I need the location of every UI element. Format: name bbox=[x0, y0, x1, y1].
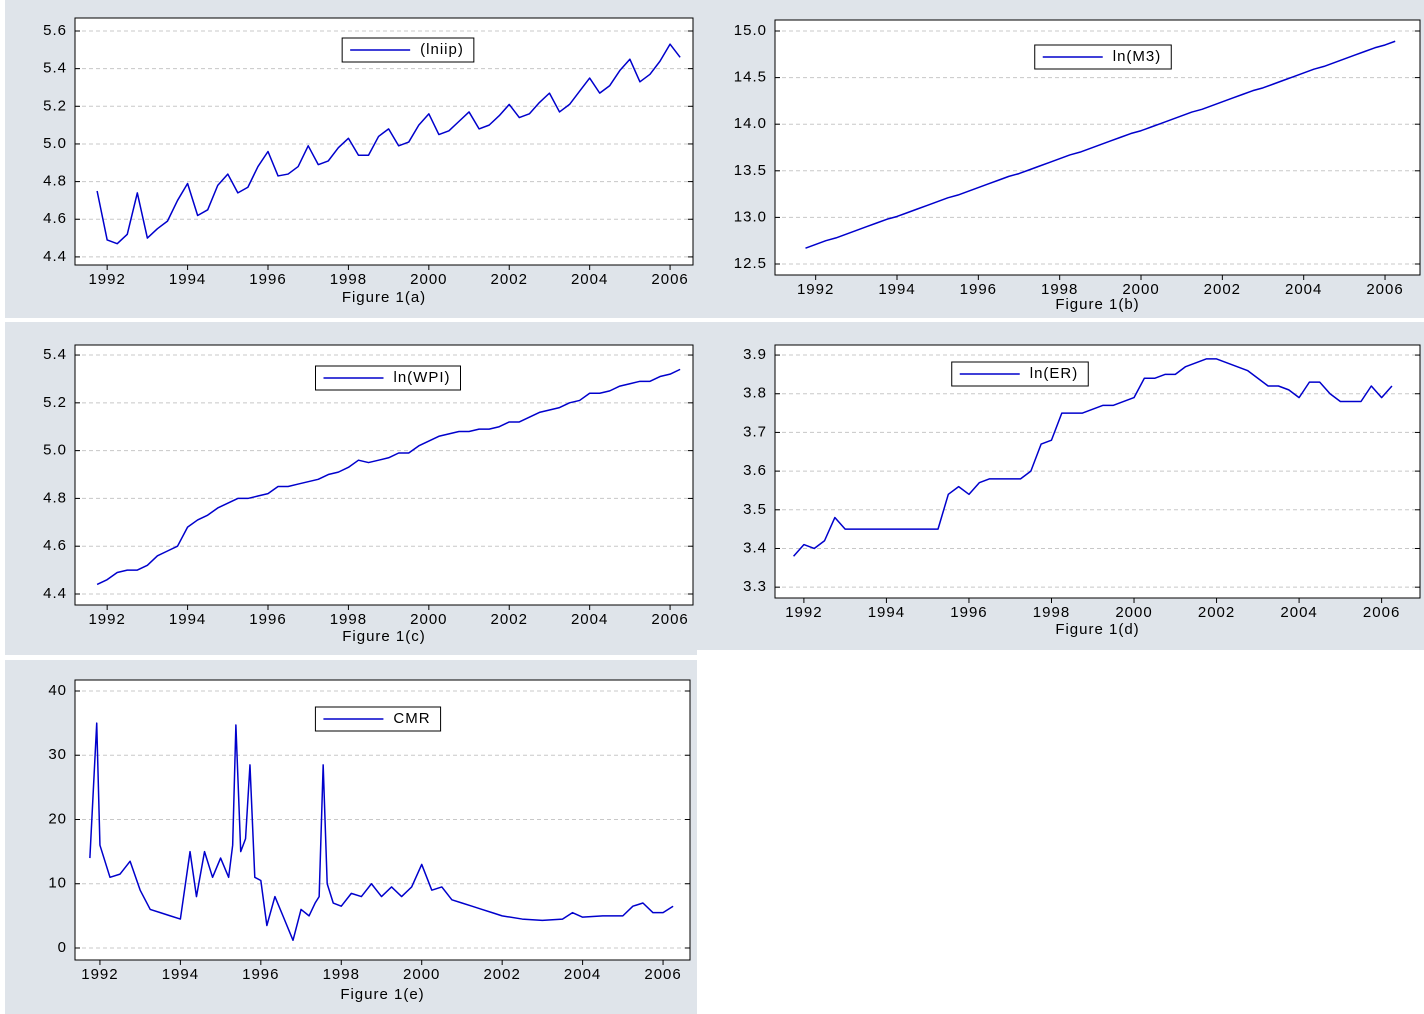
x-tick-label: 2006 bbox=[1363, 604, 1400, 621]
x-tick-label: 1998 bbox=[330, 271, 367, 288]
y-tick-label: 3.8 bbox=[743, 385, 767, 402]
y-tick-label: 3.7 bbox=[743, 423, 767, 440]
legend-label: ln(M3) bbox=[1113, 48, 1162, 65]
x-tick-label: 1992 bbox=[81, 966, 118, 983]
x-tick-label: 1996 bbox=[249, 611, 286, 628]
x-tick-label: 1994 bbox=[169, 611, 206, 628]
y-tick-label: 3.9 bbox=[743, 346, 767, 363]
y-tick-label: 5.0 bbox=[43, 442, 67, 459]
x-axis-title: Figure 1(e) bbox=[340, 986, 424, 1003]
x-tick-label: 1996 bbox=[249, 271, 286, 288]
data-line bbox=[89, 722, 674, 942]
x-tick-label: 1996 bbox=[242, 966, 279, 983]
x-axis-title: Figure 1(b) bbox=[1055, 296, 1139, 313]
y-tick-label: 5.0 bbox=[43, 135, 67, 152]
x-tick-label: 1994 bbox=[868, 604, 905, 621]
y-tick-label: 3.6 bbox=[743, 462, 767, 479]
x-tick-label: 2006 bbox=[651, 271, 688, 288]
x-tick-label: 2000 bbox=[410, 611, 447, 628]
x-tick-label: 2002 bbox=[483, 966, 520, 983]
legend-label: (lniip) bbox=[420, 41, 464, 58]
x-tick-label: 1998 bbox=[1041, 281, 1078, 298]
x-tick-label: 2006 bbox=[651, 611, 688, 628]
x-tick-label: 1994 bbox=[162, 966, 199, 983]
x-tick-label: 1992 bbox=[88, 611, 125, 628]
x-tick-label: 2004 bbox=[564, 966, 601, 983]
y-tick-label: 0 bbox=[58, 939, 67, 956]
y-tick-label: 10 bbox=[48, 875, 67, 892]
x-tick-label: 2004 bbox=[1280, 604, 1317, 621]
x-tick-label: 1998 bbox=[330, 611, 367, 628]
y-tick-label: 5.4 bbox=[43, 346, 67, 363]
legend-label: CMR bbox=[393, 710, 430, 727]
x-tick-label: 1994 bbox=[169, 271, 206, 288]
y-tick-label: 13.0 bbox=[734, 208, 767, 225]
x-tick-label: 2004 bbox=[571, 611, 608, 628]
y-tick-label: 5.6 bbox=[43, 22, 67, 39]
y-tick-label: 5.2 bbox=[43, 97, 67, 114]
plot-frame bbox=[74, 17, 694, 266]
plot-frame bbox=[774, 19, 1421, 276]
x-axis-title: Figure 1(d) bbox=[1055, 621, 1139, 638]
x-axis-title: Figure 1(c) bbox=[342, 628, 426, 645]
y-tick-label: 5.4 bbox=[43, 60, 67, 77]
x-tick-label: 1992 bbox=[88, 271, 125, 288]
legend-label: ln(ER) bbox=[1030, 365, 1079, 382]
y-tick-label: 4.8 bbox=[43, 489, 67, 506]
y-tick-label: 14.5 bbox=[734, 69, 767, 86]
x-axis-title: Figure 1(a) bbox=[342, 289, 426, 306]
x-tick-label: 2002 bbox=[491, 611, 528, 628]
x-tick-label: 2000 bbox=[403, 966, 440, 983]
x-tick-label: 1996 bbox=[960, 281, 997, 298]
x-tick-label: 2002 bbox=[491, 271, 528, 288]
y-tick-label: 4.6 bbox=[43, 210, 67, 227]
y-tick-label: 4.4 bbox=[43, 248, 67, 265]
y-tick-label: 15.0 bbox=[734, 22, 767, 39]
x-tick-label: 1994 bbox=[878, 281, 915, 298]
y-tick-label: 14.0 bbox=[734, 115, 767, 132]
x-tick-label: 2006 bbox=[644, 966, 681, 983]
x-tick-label: 1998 bbox=[323, 966, 360, 983]
y-tick-label: 4.8 bbox=[43, 173, 67, 190]
y-tick-label: 30 bbox=[48, 746, 67, 763]
x-tick-label: 1998 bbox=[1033, 604, 1070, 621]
y-tick-label: 3.5 bbox=[743, 501, 767, 518]
x-tick-label: 2000 bbox=[410, 271, 447, 288]
y-tick-label: 3.4 bbox=[743, 539, 767, 556]
data-line bbox=[96, 43, 681, 245]
x-tick-label: 2004 bbox=[571, 271, 608, 288]
data-line bbox=[793, 358, 1393, 557]
data-line bbox=[96, 368, 681, 586]
y-tick-label: 3.3 bbox=[743, 578, 767, 595]
plot-frame bbox=[74, 679, 691, 961]
x-tick-label: 1992 bbox=[785, 604, 822, 621]
x-tick-label: 1996 bbox=[950, 604, 987, 621]
y-tick-label: 20 bbox=[48, 810, 67, 827]
legend-label: ln(WPI) bbox=[394, 369, 451, 386]
x-tick-label: 2006 bbox=[1366, 281, 1403, 298]
x-tick-label: 2002 bbox=[1198, 604, 1235, 621]
plot-frame bbox=[774, 344, 1421, 599]
plot-frame bbox=[74, 344, 694, 606]
y-tick-label: 40 bbox=[48, 682, 67, 699]
x-tick-label: 1992 bbox=[797, 281, 834, 298]
y-tick-label: 4.4 bbox=[43, 585, 67, 602]
y-tick-label: 4.6 bbox=[43, 537, 67, 554]
x-tick-label: 2000 bbox=[1115, 604, 1152, 621]
y-tick-label: 5.2 bbox=[43, 394, 67, 411]
x-tick-label: 2002 bbox=[1204, 281, 1241, 298]
x-tick-label: 2000 bbox=[1122, 281, 1159, 298]
data-line bbox=[805, 40, 1396, 249]
y-tick-label: 13.5 bbox=[734, 162, 767, 179]
y-tick-label: 12.5 bbox=[734, 255, 767, 272]
x-tick-label: 2004 bbox=[1285, 281, 1322, 298]
